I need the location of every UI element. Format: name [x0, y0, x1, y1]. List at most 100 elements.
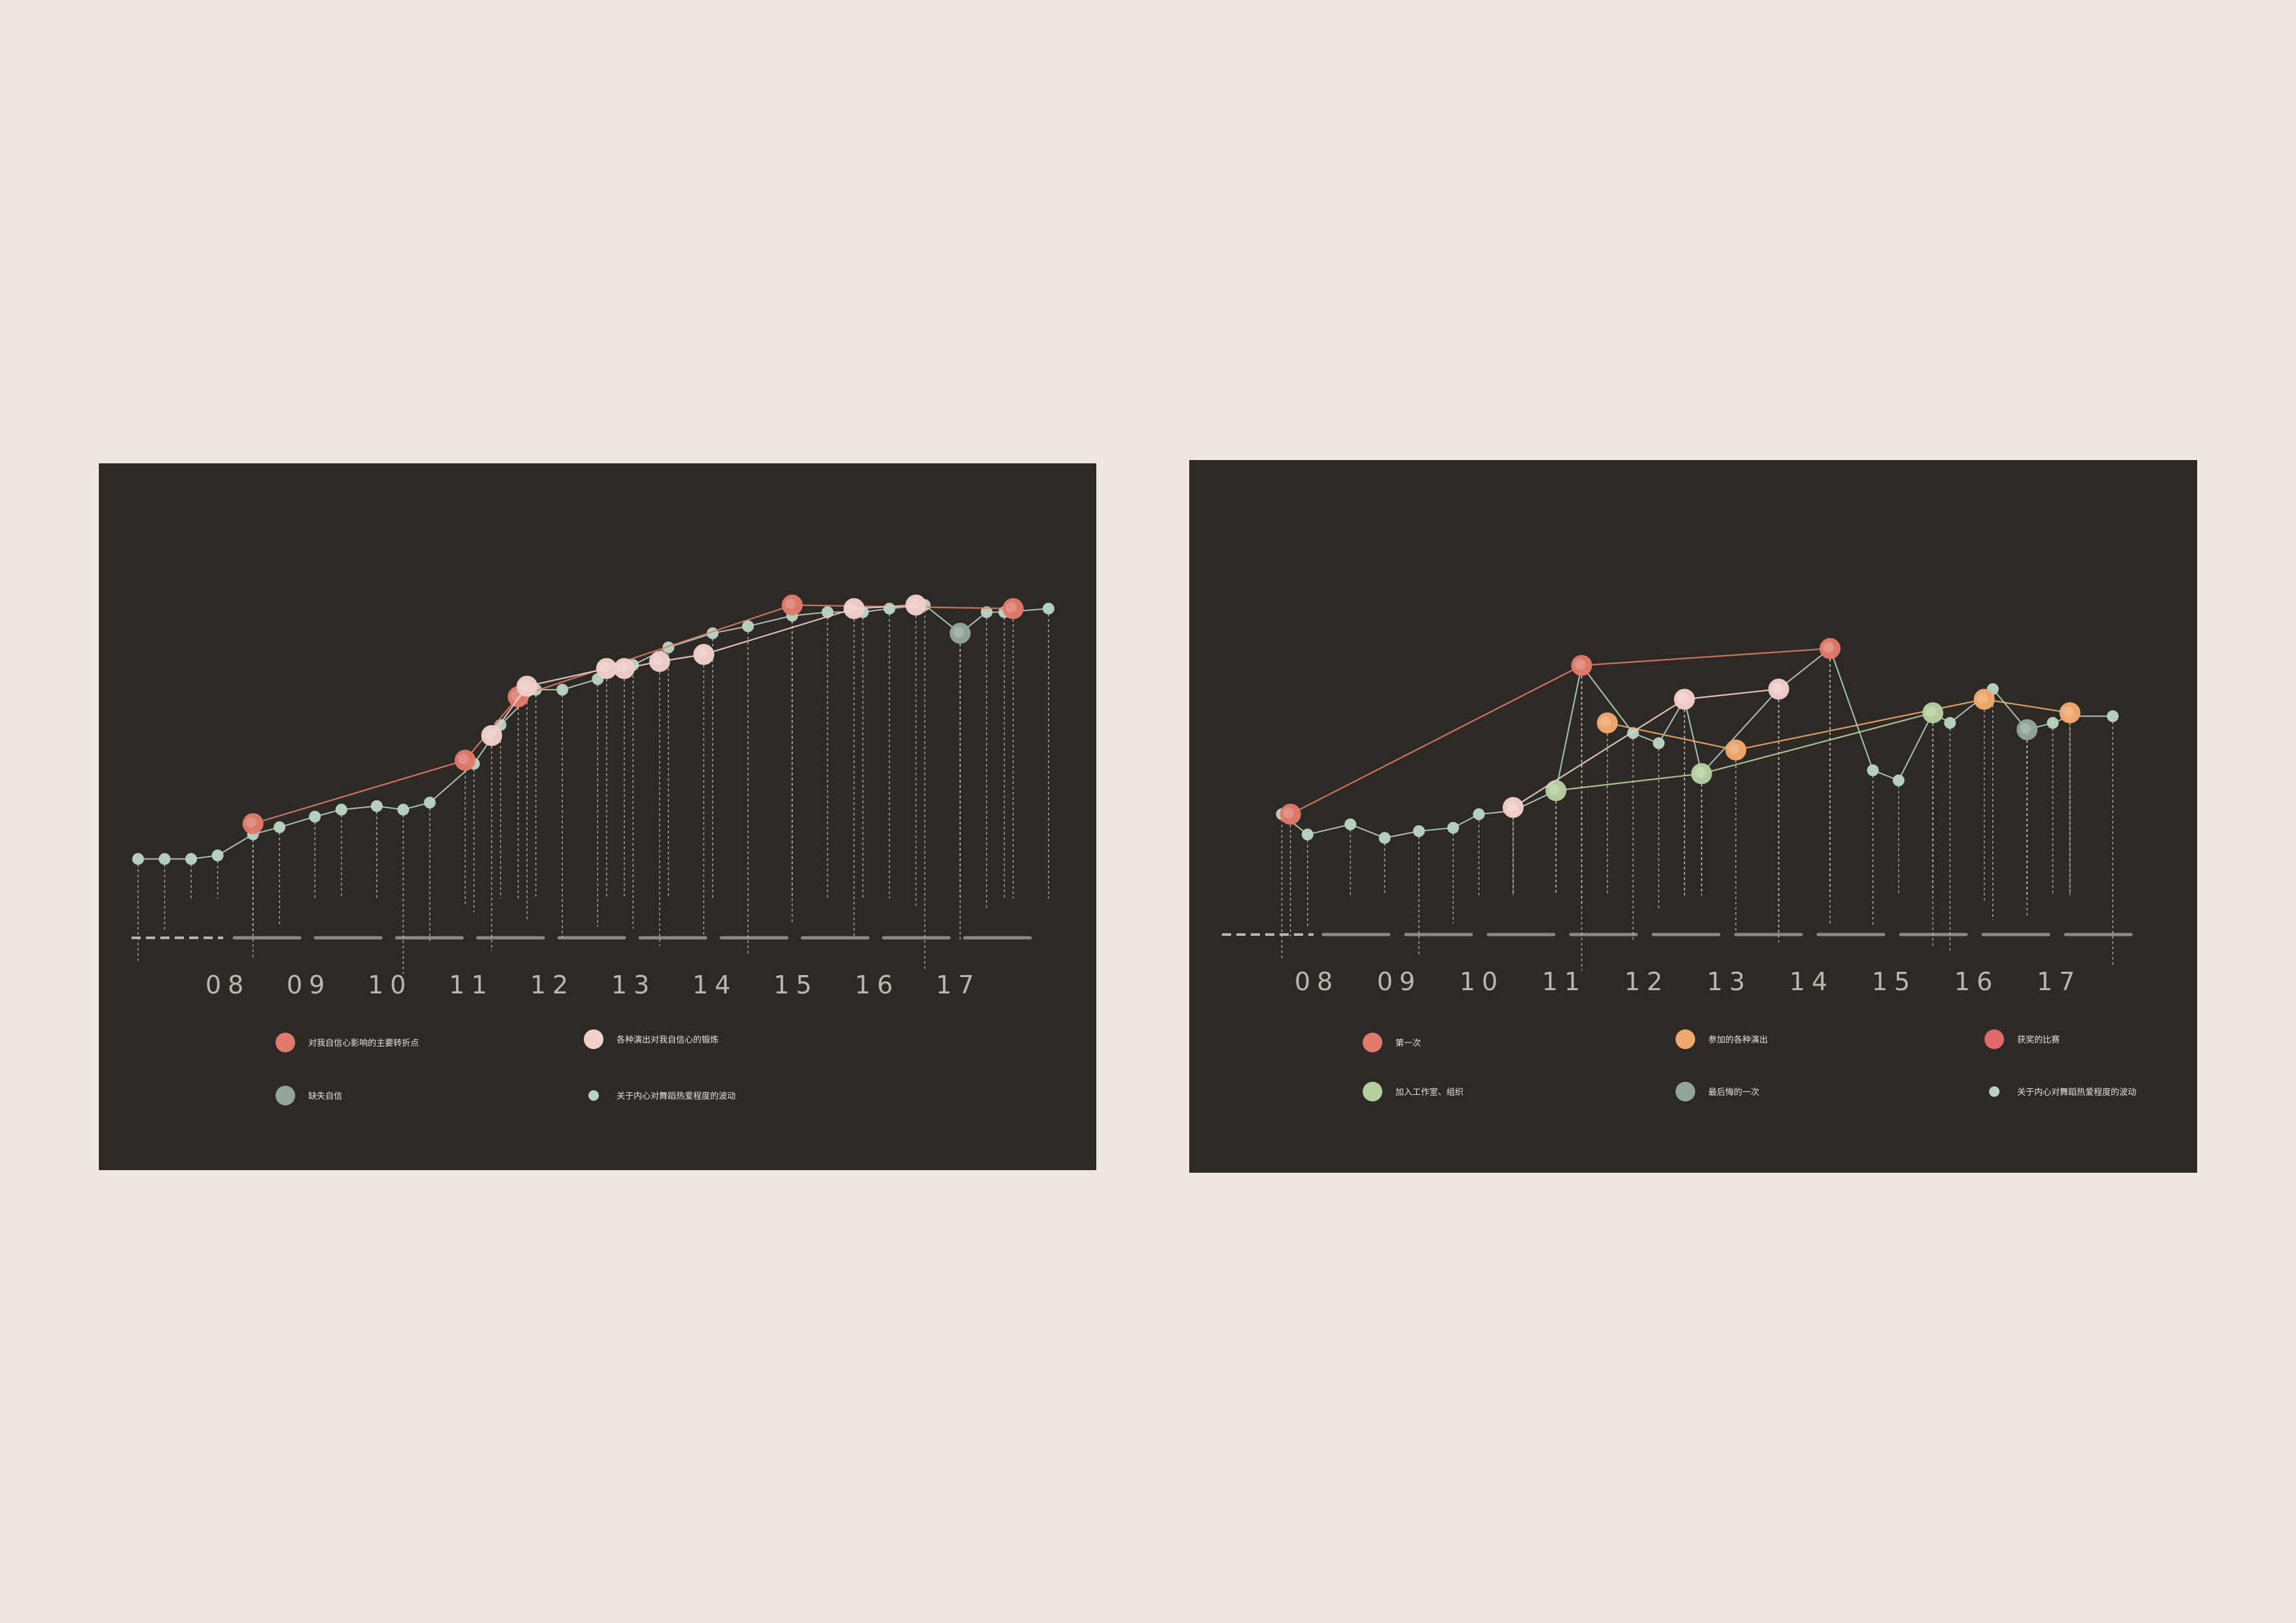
- legend-label: 关于内心对舞蹈热爱程度的波动: [2017, 1087, 2136, 1097]
- data-point-marker: [481, 724, 503, 746]
- data-point-small: [158, 853, 171, 865]
- legend-swatch: [1989, 1086, 2000, 1097]
- marker-highlight: [1771, 682, 1782, 694]
- data-point-marker: [693, 644, 715, 665]
- chart-panel-experiences: 08 09 10 11 12 13 14 15 16 17 第一次 参加的各种演出 获奖的比赛 加入工作室…: [1189, 460, 2197, 1173]
- x-tick-label: 10: [1460, 967, 1504, 996]
- marker-highlight: [1977, 692, 1988, 704]
- series-line: [1281, 647, 2113, 839]
- data-point-small: [423, 796, 436, 809]
- confidence-timeline-chart: 08 09 10 11 12 13 14 15 16 17 对我自信心影响的主要转折点 各种演出对我自…: [132, 594, 1054, 1105]
- data-point-marker: [1691, 763, 1712, 785]
- data-point-marker: [781, 594, 803, 616]
- series-1: [242, 594, 1024, 834]
- data-point-small: [309, 810, 321, 823]
- x-tick-label: 13: [1707, 967, 1751, 996]
- marker-highlight: [484, 728, 495, 740]
- x-tick-label: 15: [1872, 967, 1916, 996]
- series-line: [491, 604, 916, 736]
- marker-highlight: [617, 662, 628, 673]
- data-point-marker: [1674, 688, 1695, 710]
- legend-item: 各种演出对我自信心的锻炼: [584, 1029, 719, 1049]
- series-1: [1280, 638, 1841, 825]
- legend-label: 最后悔的一次: [1708, 1087, 1759, 1097]
- data-point-marker: [454, 749, 476, 771]
- legend-swatch: [1676, 1029, 1695, 1049]
- marker-highlight: [1600, 716, 1611, 727]
- guide-lines: [1281, 649, 2113, 971]
- x-tick-labels: 08 09 10 11 12 13 14 15 16 17: [1295, 967, 2075, 996]
- legend-item: 加入工作室、组织: [1363, 1082, 1463, 1101]
- legend-swatch: [584, 1029, 603, 1049]
- x-tick-labels: 08 09 10 11 12 13 14 15 16 17: [206, 971, 980, 999]
- data-point-marker: [1002, 597, 1024, 619]
- marker-highlight: [1505, 800, 1517, 812]
- legend-item: 获奖的比赛: [1984, 1029, 2060, 1049]
- marker-highlight: [1283, 807, 1294, 819]
- marker-highlight: [1728, 743, 1740, 755]
- series-5: [1502, 679, 1789, 818]
- legend-swatch: [276, 1033, 295, 1052]
- legend-swatch: [1676, 1082, 1695, 1101]
- x-tick-label: 16: [855, 971, 899, 999]
- data-point-small: [370, 800, 383, 812]
- data-point-small: [211, 849, 224, 862]
- guide-lines: [137, 605, 1049, 974]
- data-point-marker: [649, 651, 670, 672]
- data-point-small: [1412, 825, 1425, 837]
- legend-item: 第一次: [1363, 1033, 1421, 1052]
- series-4: [2017, 719, 2038, 740]
- series-line: [1607, 698, 2070, 751]
- marker-highlight: [1822, 641, 1834, 653]
- data-point-marker: [613, 658, 635, 679]
- x-tick-label: 15: [774, 971, 818, 999]
- data-point-small: [2047, 717, 2059, 729]
- x-tick-label: 13: [611, 971, 656, 999]
- data-point-small: [980, 606, 993, 618]
- marker-highlight: [519, 679, 531, 690]
- series-3: [1545, 702, 1944, 801]
- legend-label: 各种演出对我自信心的锻炼: [617, 1035, 719, 1045]
- legend-swatch: [1363, 1082, 1382, 1101]
- x-tick-label: 12: [1624, 967, 1669, 996]
- marker-highlight: [1677, 692, 1688, 704]
- data-point-small: [1378, 832, 1391, 844]
- marker-highlight: [652, 654, 664, 666]
- data-point-marker: [1973, 688, 1995, 710]
- data-point-small: [883, 602, 895, 615]
- data-point-small: [185, 853, 198, 865]
- marker-highlight: [1549, 783, 1560, 795]
- marker-highlight: [1925, 705, 1937, 717]
- data-point-marker: [1922, 702, 1944, 724]
- data-point-marker: [1768, 679, 1789, 700]
- legend-label: 获奖的比赛: [2017, 1035, 2060, 1045]
- legend-item: 对我自信心影响的主要转折点: [276, 1033, 419, 1052]
- data-point-small: [132, 853, 144, 865]
- x-tick-label: 09: [287, 971, 331, 999]
- data-point-small: [556, 683, 569, 696]
- legend-item: 参加的各种演出: [1676, 1029, 1768, 1049]
- experience-timeline-chart: 08 09 10 11 12 13 14 15 16 17 第一次 参加的各种演出 获奖的比赛加入工作室…: [1222, 638, 2136, 1101]
- data-point-small: [1447, 821, 1460, 834]
- data-point-small: [1344, 818, 1357, 830]
- legend-label: 第一次: [1395, 1038, 1421, 1048]
- data-point-marker: [516, 675, 538, 697]
- x-tick-label: 16: [1954, 967, 1999, 996]
- x-tick-label: 08: [1295, 967, 1339, 996]
- legend-label: 缺失自信: [308, 1092, 342, 1101]
- legend-swatch: [1363, 1033, 1382, 1052]
- data-point-marker: [843, 597, 865, 619]
- chart-panel-confidence: 08 09 10 11 12 13 14 15 16 17 对我自信心影响的主要转折点 各种演出对我自…: [99, 463, 1096, 1170]
- legend-label: 对我自信心影响的主要转折点: [308, 1038, 419, 1048]
- x-tick-label: 17: [936, 971, 980, 999]
- data-point-marker: [1820, 638, 1841, 659]
- data-point-small: [1867, 764, 1879, 776]
- series-0: [1276, 643, 2119, 844]
- x-tick-label: 09: [1377, 967, 1422, 996]
- x-tick-label: 14: [692, 971, 737, 999]
- marker-highlight: [457, 753, 469, 764]
- x-tick-label: 11: [449, 971, 493, 999]
- marker-highlight: [1574, 658, 1585, 670]
